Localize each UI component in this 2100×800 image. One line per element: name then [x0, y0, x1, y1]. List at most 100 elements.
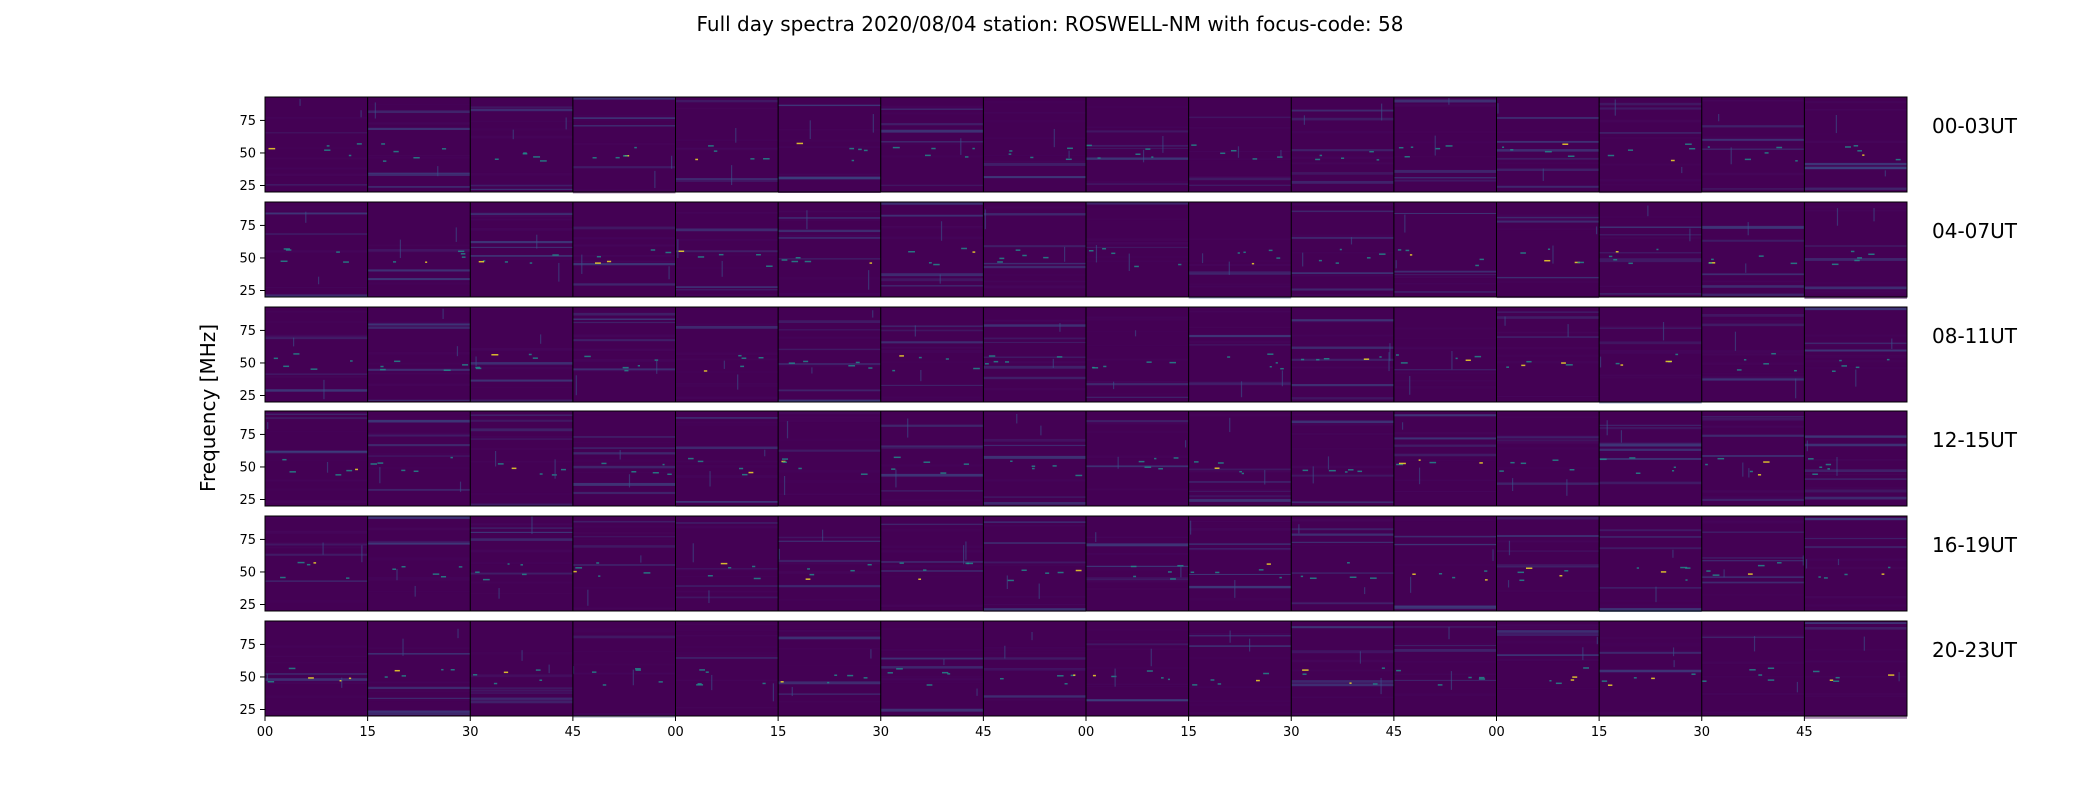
spectrum-panel: [1496, 516, 1600, 611]
spectrum-panel: [1393, 621, 1497, 716]
spectrum-dash: [1032, 467, 1035, 470]
spectrum-streak: [983, 608, 1086, 611]
spectrum-dash: [1397, 249, 1402, 251]
spectrum-dash: [1569, 468, 1575, 471]
spectrum-panel: [1496, 97, 1600, 192]
spectrum-dash: [1372, 683, 1378, 685]
spectrum-streak: [983, 667, 1086, 671]
spectrum-streak: [1086, 420, 1189, 423]
spectrum-dash: [1506, 366, 1510, 368]
spectrum-streak: [572, 663, 676, 666]
spectrum-dash: [1376, 159, 1380, 161]
spectrum-dash: [482, 578, 490, 581]
spectrum-streak: [265, 212, 368, 215]
spectrum-streak: [367, 453, 471, 455]
spectrum-streak: [367, 455, 471, 457]
spectrum-streak: [778, 636, 881, 640]
spectrum-dash: [462, 364, 469, 366]
spectrum-dash: [1895, 158, 1901, 161]
spectrum-dash: [1670, 159, 1675, 162]
spectrum-streak: [1701, 425, 1805, 428]
spectrum-streak: [880, 499, 984, 502]
spectrum-streak: [1496, 316, 1600, 319]
spectrum-streak: [265, 695, 368, 699]
spectrum-dash: [511, 467, 517, 470]
spectrum-streak: [675, 107, 779, 110]
spectrum-streak: [1188, 283, 1292, 286]
spectrum-dash: [1357, 470, 1363, 473]
spectrum-dash: [758, 356, 764, 359]
spectrum-dash: [1220, 152, 1226, 155]
spectrum-streak: [675, 179, 779, 182]
spectrum-dash: [1243, 251, 1246, 254]
spectrum-streak: [880, 226, 984, 229]
spectrum-streak: [1496, 346, 1600, 350]
spectrum-streak: [1393, 169, 1497, 173]
spectrum-streak: [367, 686, 471, 690]
spectrum-dash: [1158, 468, 1163, 470]
spectrum-dash: [606, 260, 612, 263]
spectrum-streak: [572, 254, 676, 257]
spectrum-streak: [983, 324, 1086, 327]
spectrum-dash: [1369, 150, 1374, 153]
spectrum-burst: [536, 234, 538, 249]
spectrum-streak: [470, 366, 573, 370]
spectrum-streak: [1393, 371, 1497, 374]
spectrum-dash: [1565, 364, 1573, 366]
spectrum-dash: [482, 260, 486, 262]
spectrum-dash: [380, 365, 384, 368]
spectrum-streak: [1701, 634, 1805, 637]
spectrum-streak: [1701, 455, 1805, 457]
spectrum-streak: [1393, 661, 1497, 663]
spectrum-streak: [1599, 502, 1702, 505]
spectrum-dash: [1855, 366, 1860, 369]
spectrum-burst: [1655, 586, 1657, 603]
spectrum-dash: [523, 152, 527, 154]
spectrum-streak: [880, 564, 984, 568]
spectrum-streak: [1291, 544, 1394, 547]
spectrum-streak: [778, 336, 881, 339]
spectrum-burst: [1142, 149, 1145, 163]
spectrum-streak: [367, 647, 471, 649]
spectrum-streak: [1086, 396, 1189, 398]
spectrum-streak: [1599, 259, 1702, 263]
spectrum-streak: [880, 523, 984, 526]
spectrum-streak: [983, 213, 1086, 216]
spectrum-dash: [1691, 673, 1696, 675]
spectrum-streak: [1086, 579, 1189, 583]
spectrum-streak: [778, 537, 881, 539]
spectrum-burst: [671, 155, 673, 169]
spectrum-dash: [1601, 680, 1608, 682]
x-tick-label: 45: [975, 725, 992, 740]
spectrum-burst: [960, 138, 962, 155]
spectrum-streak: [675, 568, 779, 570]
spectrum-dash: [1839, 359, 1842, 362]
spectrum-dash: [1167, 571, 1172, 573]
spectrum-streak: [265, 167, 368, 170]
spectrum-panel: [265, 621, 368, 716]
spectrum-burst: [1201, 253, 1204, 264]
spectrum-streak: [1188, 548, 1292, 551]
spectrum-streak: [778, 128, 881, 131]
spectrum-streak: [1393, 104, 1497, 107]
spectrum-streak: [470, 523, 573, 526]
spectrum-streak: [1804, 282, 1907, 284]
spectrum-burst: [360, 110, 362, 118]
spectrum-streak: [880, 445, 984, 448]
spectrum-burst: [323, 379, 325, 400]
spectrum-streak: [1291, 210, 1394, 213]
spectrum-burst: [575, 375, 577, 396]
spectrum-streak: [1393, 415, 1497, 418]
spectrum-dash: [933, 263, 940, 266]
spectrum-streak: [1086, 536, 1189, 539]
spectrum-burst: [1068, 150, 1070, 159]
spectrum-dash: [1217, 683, 1222, 685]
spectrum-streak: [1393, 539, 1497, 541]
spectrum-streak: [1599, 377, 1702, 379]
spectrum-streak: [880, 474, 984, 478]
spectrum-streak: [572, 459, 676, 462]
spectrum-streak: [1496, 517, 1600, 520]
spectrum-streak: [880, 273, 984, 277]
spectrum-dash: [1021, 569, 1027, 572]
